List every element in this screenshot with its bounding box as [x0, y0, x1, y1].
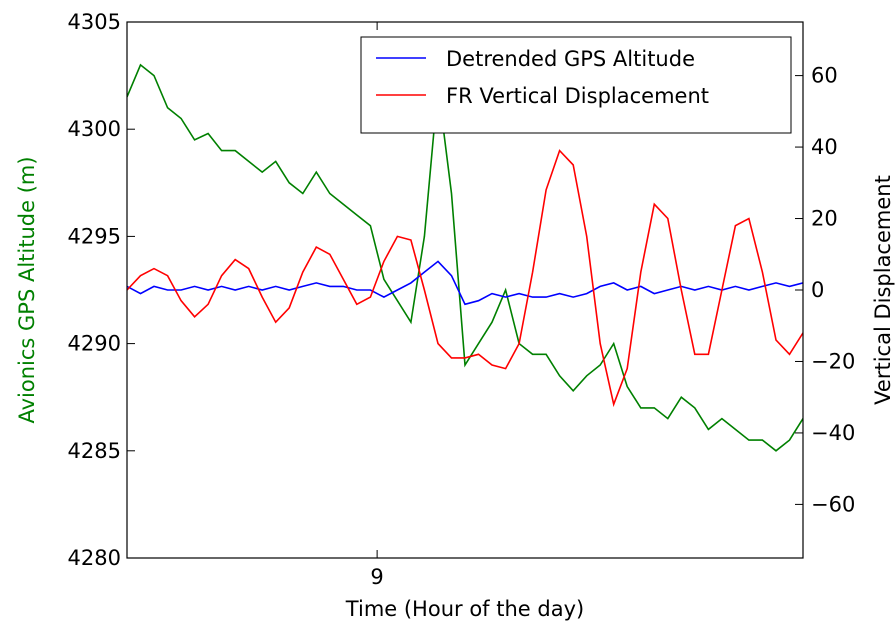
y-tick-label: 4280: [68, 546, 121, 570]
y-tick-label: 4295: [68, 224, 121, 248]
legend-label: Detrended GPS Altitude: [446, 47, 695, 71]
legend-box: [360, 36, 792, 134]
data-line: [127, 63, 803, 452]
x-tick-label: 9: [370, 565, 383, 589]
data-line: [127, 149, 803, 408]
y-tick-label: 4290: [68, 332, 121, 356]
data-line: [127, 260, 803, 306]
y2-tick-label: −40: [811, 421, 855, 445]
y2-tick-label: −60: [811, 492, 855, 516]
legend-label: FR Vertical Displacement: [446, 84, 709, 108]
y2-axis-label: Vertical Displacement: [871, 175, 895, 405]
y2-tick-label: 60: [811, 64, 838, 88]
y-tick-label: 4305: [68, 10, 121, 34]
y2-tick-label: 0: [811, 278, 824, 302]
x-axis-label: Time (Hour of the day): [345, 597, 584, 621]
y-axis-label: Avionics GPS Altitude (m): [15, 156, 39, 423]
y2-tick-label: 40: [811, 135, 838, 159]
y2-tick-label: −20: [811, 349, 855, 373]
plot-lines: [127, 63, 803, 452]
y-tick-label: 4285: [68, 439, 121, 463]
y-tick-label: 4300: [68, 117, 121, 141]
y2-tick-label: 20: [811, 207, 838, 231]
